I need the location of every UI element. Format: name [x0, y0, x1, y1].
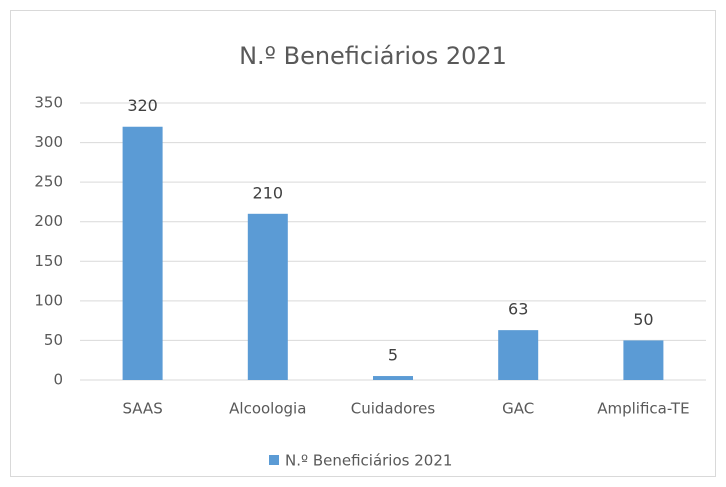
legend-swatch	[269, 455, 279, 465]
x-tick-label: GAC	[502, 400, 534, 418]
x-tick-label: Cuidadores	[351, 400, 436, 418]
x-tick-label: Alcoologia	[229, 400, 306, 418]
y-tick-label: 300	[34, 133, 63, 151]
legend-label: N.º Beneficiários 2021	[285, 452, 452, 470]
data-label: 210	[253, 183, 284, 202]
bar	[247, 213, 288, 380]
x-tick-label: SAAS	[122, 400, 162, 418]
y-tick-label: 250	[34, 173, 63, 191]
y-tick-label: 150	[34, 252, 63, 270]
data-label: 5	[388, 346, 398, 365]
bar	[498, 330, 539, 380]
y-tick-label: 50	[44, 331, 63, 349]
x-tick-label: Amplifica-TE	[597, 400, 689, 418]
data-label: 50	[633, 310, 653, 329]
y-tick-label: 350	[34, 94, 63, 112]
y-tick-label: 200	[34, 212, 63, 230]
data-label: 320	[127, 96, 158, 115]
chart-title: N.º Beneficiários 2021	[239, 42, 507, 70]
bar	[373, 376, 413, 380]
y-tick-label: 100	[34, 291, 63, 309]
bar	[122, 126, 163, 380]
data-label: 63	[508, 300, 528, 319]
bar	[623, 340, 664, 380]
y-tick-label: 0	[53, 371, 63, 389]
